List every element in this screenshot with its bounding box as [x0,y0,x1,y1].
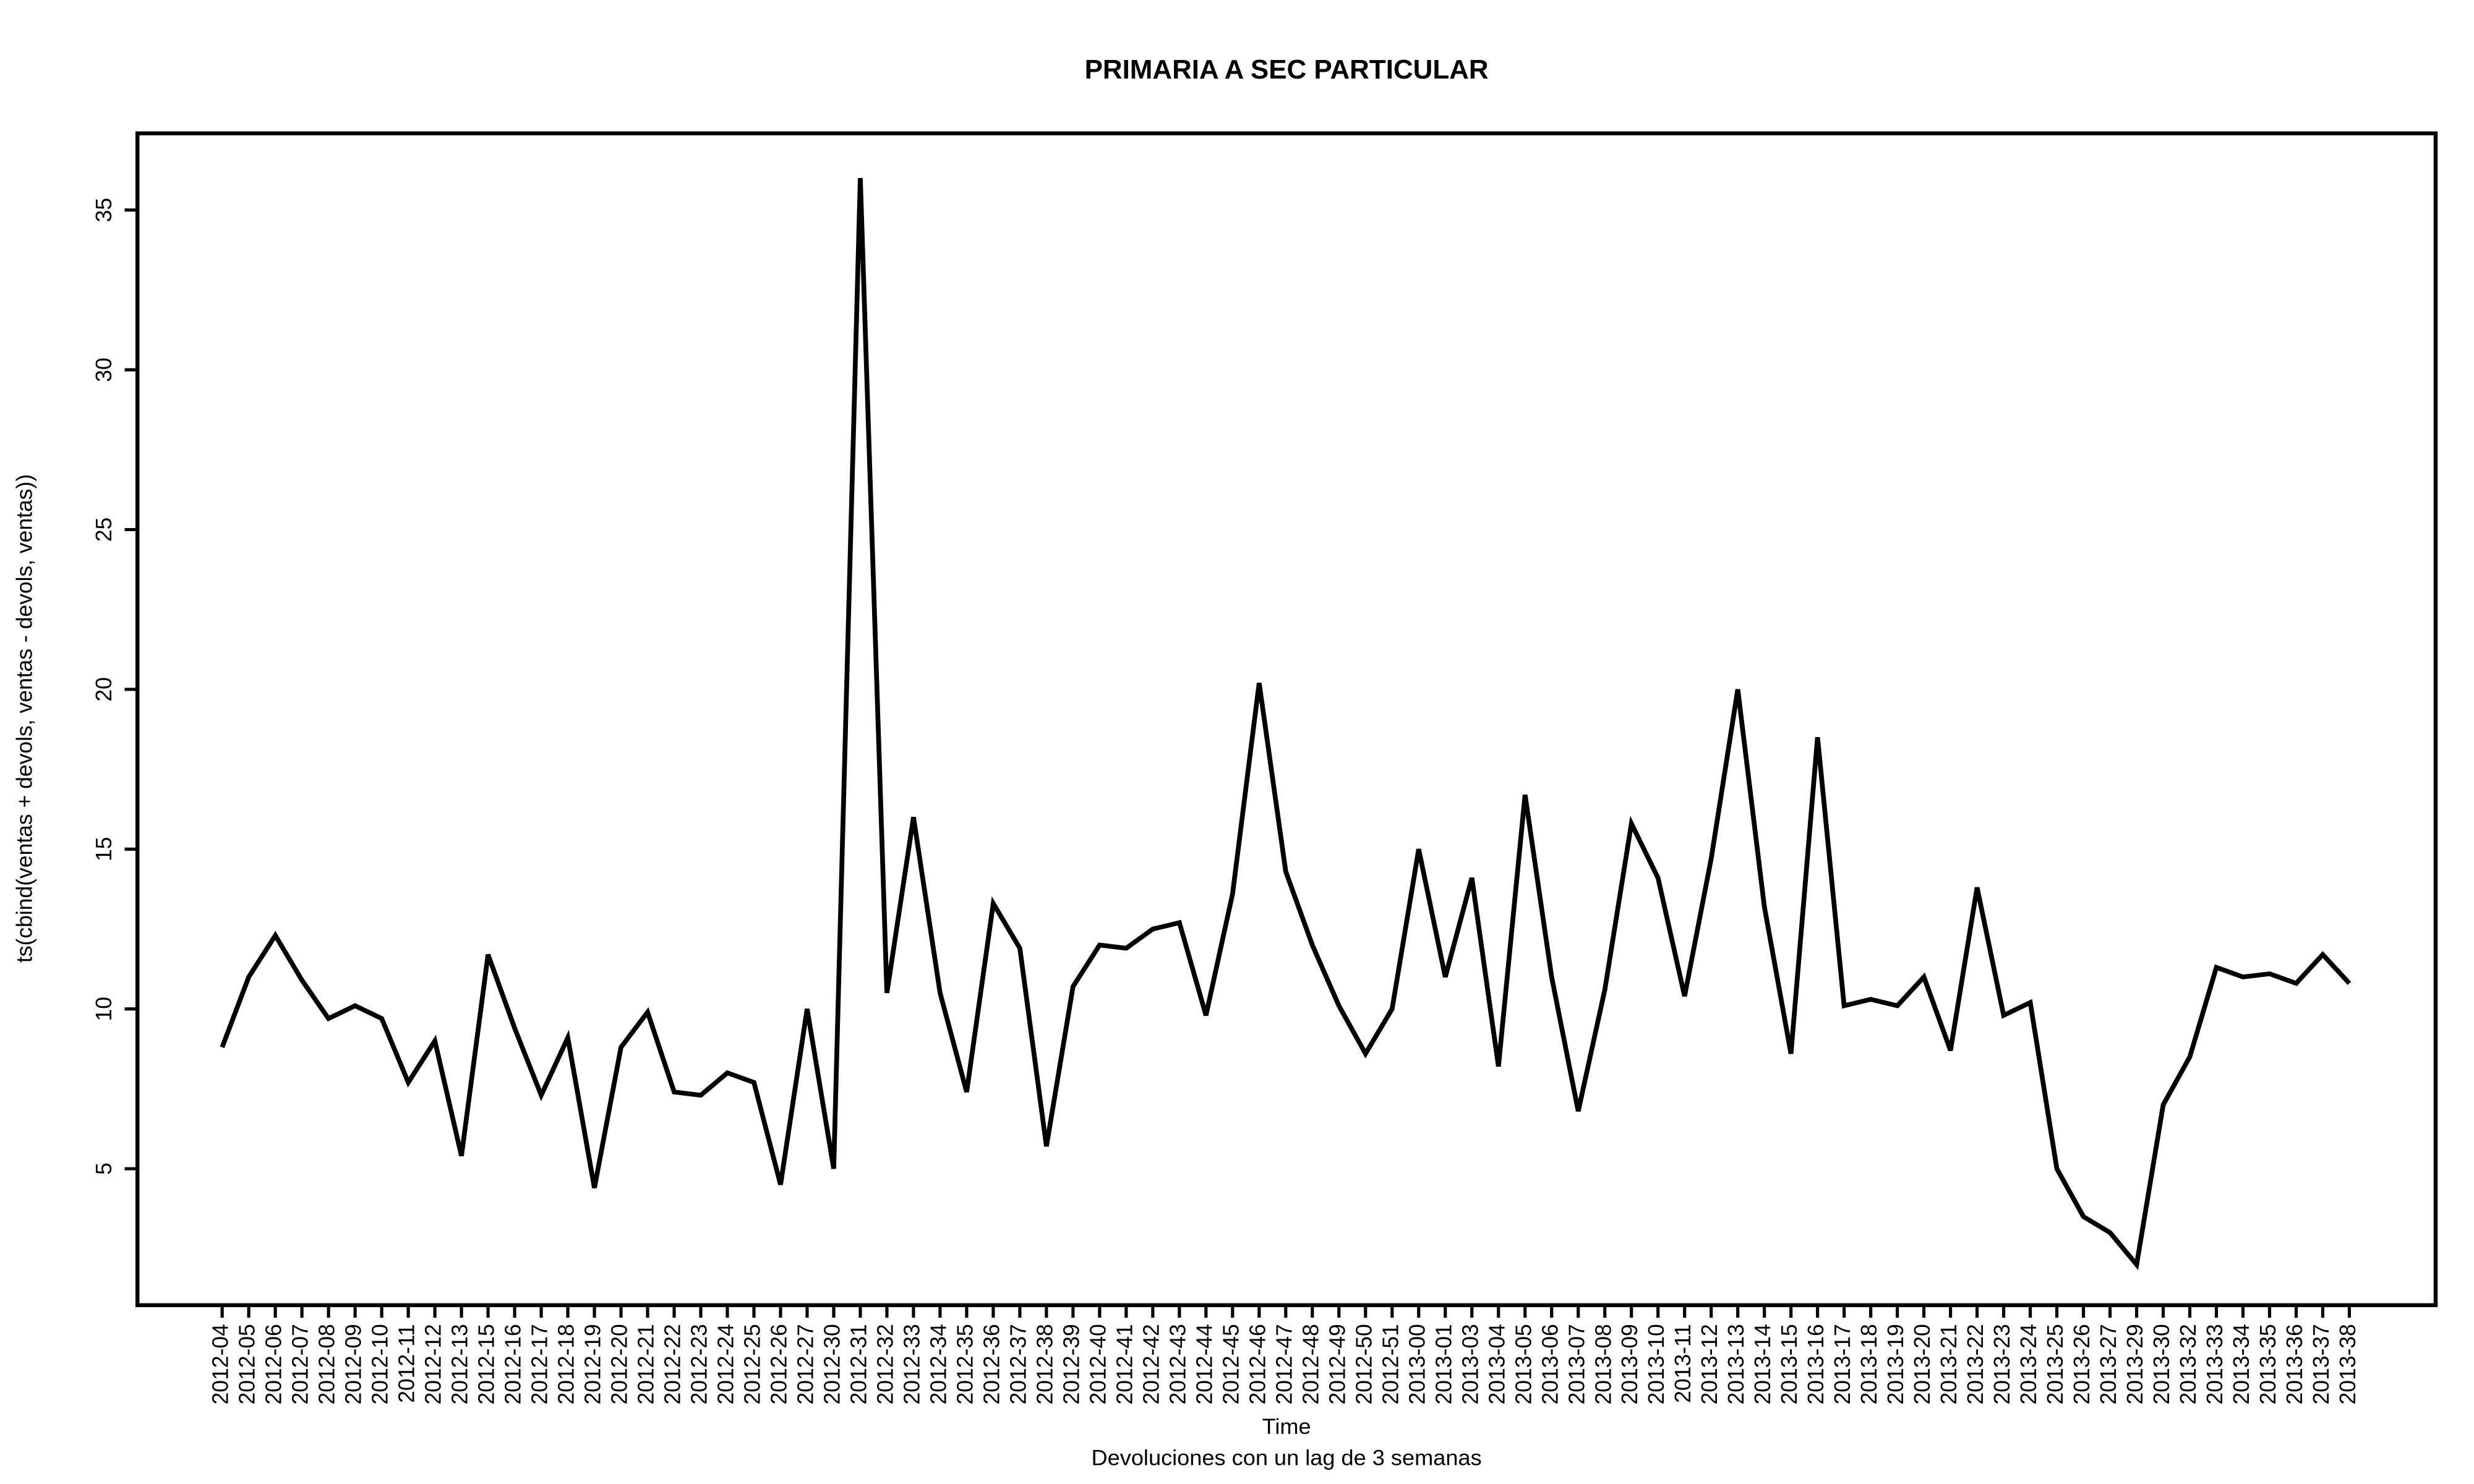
x-tick-label: 2012-30 [820,1324,844,1404]
x-tick-label: 2012-16 [500,1324,525,1404]
x-tick-label: 2012-04 [208,1324,233,1404]
x-tick-label: 2013-32 [2176,1324,2201,1404]
y-tick-label: 5 [92,1162,116,1175]
x-tick-label: 2012-23 [687,1324,711,1404]
x-tick-label: 2012-20 [607,1324,631,1404]
x-tick-label: 2013-19 [1883,1324,1908,1404]
x-tick-label: 2012-17 [527,1324,552,1404]
x-axis-label: Time [1262,1414,1311,1439]
x-tick-label: 2012-06 [261,1324,286,1404]
y-tick-label: 20 [92,677,116,701]
y-tick-label: 10 [92,997,116,1021]
x-tick-label: 2013-35 [2256,1324,2280,1404]
x-tick-label: 2012-48 [1298,1324,1323,1404]
x-tick-label: 2012-31 [846,1324,871,1404]
x-tick-label: 2013-38 [2335,1324,2360,1404]
data-line [220,177,2352,1271]
subtitle: Devoluciones con un lag de 3 semanas [1092,1446,1482,1470]
x-tick-label: 2012-41 [1112,1324,1137,1404]
x-tick-label: 2012-33 [899,1324,924,1404]
x-tick-label: 2013-03 [1458,1324,1483,1404]
x-tick-label: 2012-22 [660,1324,685,1404]
x-tick-label: 2013-23 [1990,1324,2014,1404]
x-tick-label: 2013-16 [1804,1324,1828,1404]
x-tick-label: 2013-29 [2123,1324,2147,1404]
x-tick-label: 2012-39 [1059,1324,1084,1404]
x-tick-label: 2012-34 [926,1324,951,1404]
x-tick-label: 2012-25 [740,1324,764,1404]
x-tick-label: 2013-09 [1617,1324,1642,1404]
x-tick-label: 2012-07 [288,1324,312,1404]
x-tick-label: 2012-08 [314,1324,339,1404]
x-tick-label: 2013-05 [1511,1324,1536,1404]
x-tick-label: 2013-08 [1591,1324,1616,1404]
x-tick-label: 2012-11 [394,1324,419,1403]
x-tick-label: 2012-32 [873,1324,897,1404]
x-tick-label: 2012-47 [1272,1324,1296,1404]
x-tick-label: 2013-10 [1644,1324,1669,1404]
x-tick-label: 2012-05 [234,1324,259,1404]
x-tick-label: 2012-21 [633,1324,658,1404]
x-tick-label: 2013-20 [1910,1324,1935,1404]
x-tick-label: 2013-14 [1750,1324,1775,1404]
x-tick-label: 2013-07 [1564,1324,1589,1404]
x-tick-label: 2013-12 [1697,1324,1722,1404]
x-tick-label: 2012-09 [341,1324,366,1404]
x-tick-label: 2013-33 [2202,1324,2227,1404]
x-tick-label: 2013-15 [1777,1324,1802,1404]
x-tick-label: 2012-50 [1351,1324,1376,1404]
x-tick-label: 2013-27 [2096,1324,2121,1404]
x-tick-label: 2012-19 [580,1324,605,1404]
x-tick-label: 2012-42 [1139,1324,1163,1404]
x-tick-label: 2013-21 [1937,1324,1961,1404]
x-tick-label: 2012-45 [1218,1324,1243,1404]
y-tick-label: 15 [92,837,116,861]
x-tick-label: 2013-01 [1431,1324,1456,1404]
x-tick-label: 2012-43 [1165,1324,1190,1404]
x-tick-label: 2013-24 [2016,1324,2041,1404]
x-tick-label: 2013-25 [2043,1324,2068,1404]
x-tick-label: 2012-15 [474,1324,499,1404]
x-tick-label: 2012-37 [1006,1324,1030,1404]
x-tick-label: 2013-11 [1671,1324,1695,1403]
x-tick-label: 2013-18 [1857,1324,1881,1404]
x-tick-label: 2013-30 [2149,1324,2174,1404]
x-tick-label: 2013-37 [2309,1324,2334,1404]
x-tick-label: 2012-35 [952,1324,977,1404]
x-tick-label: 2012-44 [1192,1324,1217,1404]
x-tick-label: 2012-26 [766,1324,791,1404]
x-tick-label: 2013-34 [2229,1324,2254,1404]
x-tick-label: 2012-40 [1085,1324,1110,1404]
x-tick-label: 2012-18 [554,1324,578,1404]
x-tick-label: 2012-36 [979,1324,1004,1404]
plot-frame [135,131,2438,1307]
y-tick-label: 25 [92,518,116,542]
x-tick-label: 2012-12 [421,1324,445,1404]
x-tick-label: 2013-13 [1724,1324,1748,1404]
x-tick-label: 2012-24 [713,1324,738,1404]
x-tick-label: 2013-17 [1830,1324,1855,1404]
y-tick-label: 35 [92,198,116,222]
x-tick-label: 2012-13 [447,1324,472,1404]
y-tick-label: 30 [92,357,116,382]
chart-title: PRIMARIA A SEC PARTICULAR [1085,55,1489,85]
x-tick-label: 2012-38 [1032,1324,1057,1404]
y-axis-label: ts(cbind(ventas + devols, ventas - devol… [12,474,36,963]
x-tick-label: 2012-51 [1378,1324,1403,1404]
x-tick-label: 2013-04 [1484,1324,1509,1404]
x-tick-label: 2013-36 [2282,1324,2307,1404]
x-tick-label: 2012-49 [1325,1324,1350,1404]
x-tick-label: 2012-46 [1245,1324,1270,1404]
x-tick-label: 2013-00 [1405,1324,1429,1404]
x-tick-label: 2013-06 [1538,1324,1562,1404]
x-tick-label: 2013-22 [1963,1324,1988,1404]
x-tick-label: 2012-27 [793,1324,818,1404]
x-tick-label: 2012-10 [367,1324,392,1404]
x-tick-label: 2013-26 [2070,1324,2094,1404]
